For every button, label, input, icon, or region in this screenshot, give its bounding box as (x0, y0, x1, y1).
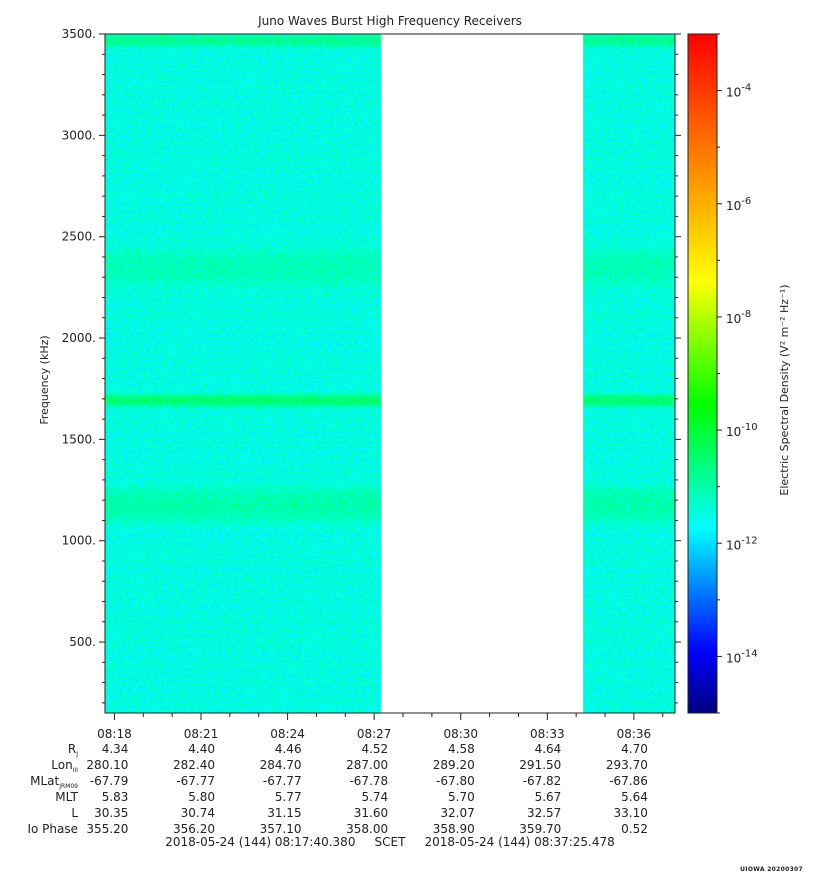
ephemeris-value: 5.80 (188, 790, 215, 804)
ephemeris-row-label: L (71, 806, 78, 820)
ephemeris-value: 280.10 (86, 758, 129, 772)
ephemeris-value: -67.86 (609, 774, 648, 788)
ephemeris-value: 5.64 (621, 790, 648, 804)
colorbar-tick-label: 10-10 (726, 422, 758, 439)
ephemeris-row-label: MLT (55, 790, 78, 804)
y-tick-label: 1500. (62, 432, 96, 446)
ephemeris-value: 30.35 (94, 806, 129, 820)
ephemeris-value: 287.00 (346, 758, 389, 772)
y-tick-label: 500. (69, 635, 96, 649)
ephemeris-row-label: Io Phase (27, 822, 78, 836)
ephemeris-value: 0.52 (621, 822, 648, 836)
ephemeris-value: -67.82 (522, 774, 562, 788)
colorbar-tick-label: 10-14 (726, 648, 758, 665)
ephemeris-value: 30.74 (180, 806, 215, 820)
ephemeris-value: 5.67 (534, 790, 562, 804)
ephemeris-value: 32.07 (440, 806, 475, 820)
scet-start: 2018-05-24 (144) 08:17:40.380 (165, 835, 356, 849)
ephemeris-value: 357.10 (259, 822, 302, 836)
x-tick-label: 08:21 (184, 727, 219, 741)
y-axis-label: Frequency (kHz) (38, 335, 51, 424)
x-tick-label: 08:18 (97, 727, 132, 741)
x-tick-label: 08:27 (357, 727, 392, 741)
heatmap-layer (105, 34, 675, 713)
plot-frame (104, 33, 676, 714)
y-axis: 500. 1000. 1500. 2000. 2500. 3000. 3500. (62, 27, 681, 704)
ephemeris-value: 4.70 (621, 742, 648, 756)
ephemeris-row-label: LonIII (51, 758, 78, 774)
y-tick-label: 2500. (62, 230, 96, 244)
x-tick-label: 08:30 (443, 727, 478, 741)
ephemeris-value: 4.64 (534, 742, 562, 756)
colorbar-tick-label: 10-4 (726, 83, 751, 100)
x-axis: 08:18 08:21 08:24 08:27 08:30 08:33 08:36 (97, 713, 664, 741)
ephemeris-value: 31.15 (267, 806, 302, 820)
spectrogram-image (105, 34, 675, 713)
ephemeris-value: -67.79 (89, 774, 129, 788)
ephemeris-value: 359.70 (519, 822, 562, 836)
x-tick-label: 08:36 (617, 727, 652, 741)
ephemeris-value: 356.20 (173, 822, 215, 836)
colorbar: 10-14 10-12 10-10 10-8 10-6 10-4 (687, 33, 758, 714)
ephemeris-value: -67.77 (262, 774, 302, 788)
ephemeris-value: 4.52 (361, 742, 389, 756)
colorbar-label: Electric Spectral Density (V² m⁻² Hz⁻¹) (778, 284, 791, 495)
ephemeris-value: 5.74 (361, 790, 389, 804)
ephemeris-value: 282.40 (173, 758, 215, 772)
ephemeris-value: 5.83 (101, 790, 129, 804)
ephemeris-value: 358.90 (432, 822, 475, 836)
x-tick-label: 08:33 (530, 727, 565, 741)
ephemeris-value: 5.77 (274, 790, 302, 804)
ephemeris-value: 4.58 (448, 742, 475, 756)
x-tick-label: 08:24 (270, 727, 305, 741)
y-tick-label: 1000. (62, 534, 96, 548)
colorbar-scale (687, 33, 718, 714)
ephemeris-value: 291.50 (519, 758, 562, 772)
ephemeris-row-label: RJ (67, 742, 78, 758)
scet-label: SCET (374, 835, 406, 849)
ephemeris-value: -67.78 (349, 774, 389, 788)
ephemeris-value: 284.70 (259, 758, 302, 772)
ephemeris-value: 5.70 (448, 790, 475, 804)
colorbar-tick-label: 10-8 (726, 309, 751, 326)
colorbar-tick-label: 10-12 (726, 535, 758, 552)
ephemeris-value: 4.46 (274, 742, 302, 756)
ephemeris-value: 4.40 (188, 742, 215, 756)
ephemeris-value: 289.20 (432, 758, 475, 772)
y-tick-label: 3500. (62, 27, 96, 41)
ephemeris-value: 31.60 (353, 806, 389, 820)
ephemeris-value: -67.77 (176, 774, 215, 788)
ephemeris-value: 4.34 (101, 742, 129, 756)
colorbar-tick-label: 10-6 (726, 196, 751, 213)
chart-title: Juno Waves Burst High Frequency Receiver… (257, 14, 522, 28)
y-tick-label: 2000. (62, 331, 96, 345)
version-stamp: UIOWA 20200307 (740, 866, 803, 873)
scet-end: 2018-05-24 (144) 08:37:25.478 (424, 835, 615, 849)
ephemeris-value: 293.70 (605, 758, 648, 772)
ephemeris-value: 358.00 (346, 822, 389, 836)
ephemeris-value: 355.20 (86, 822, 129, 836)
scet-range: 2018-05-24 (144) 08:17:40.380 SCET 2018-… (0, 835, 780, 849)
y-tick-label: 3000. (62, 128, 96, 142)
ephemeris-value: -67.80 (436, 774, 475, 788)
ephemeris-row-label: MLatJRM09 (30, 774, 78, 790)
ephemeris-value: 33.10 (613, 806, 648, 820)
ephemeris-value: 32.57 (526, 806, 562, 820)
